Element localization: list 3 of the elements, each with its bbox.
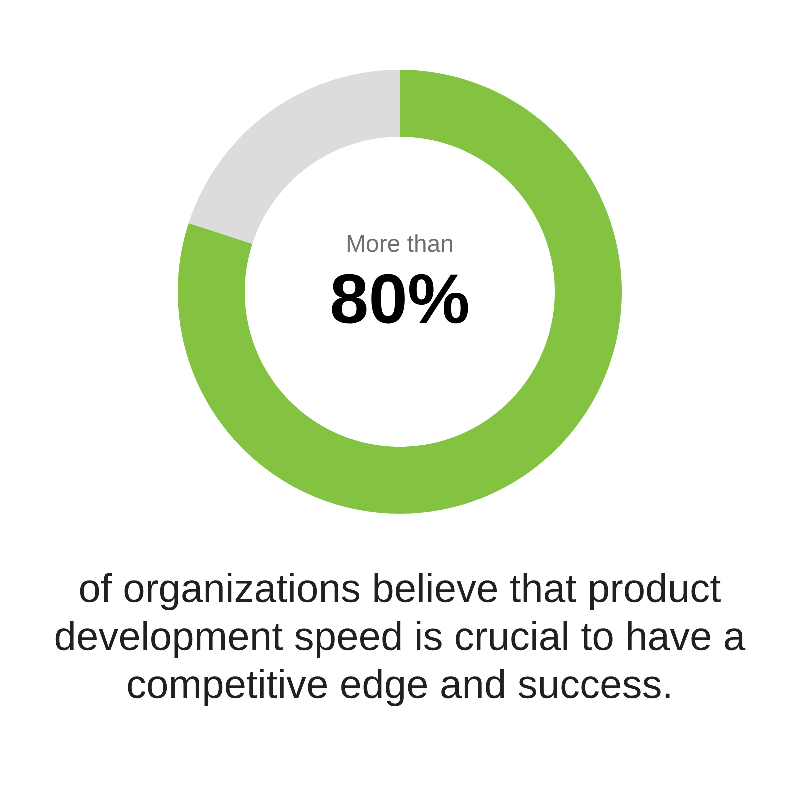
text: of organizations believe that product development speed is crucial to have a competitive edge and success.	[56, 573, 746, 706]
text: More than	[348, 234, 452, 252]
data-label: 80%	[332, 274, 468, 324]
